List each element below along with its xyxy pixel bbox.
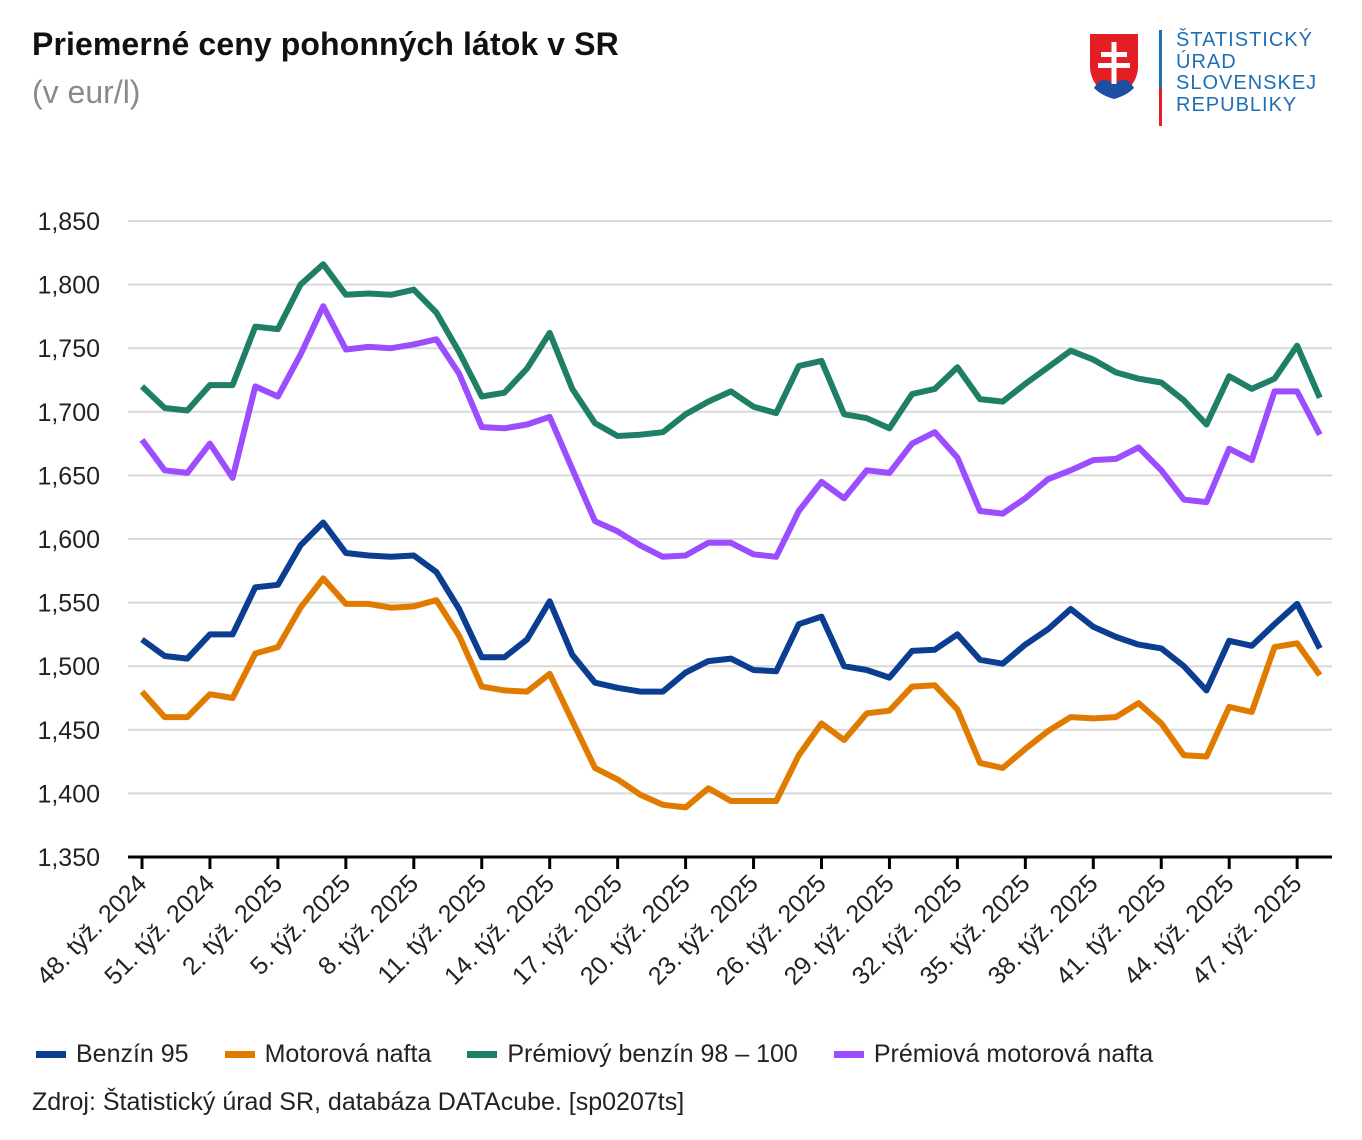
y-tick-label: 1,600	[37, 526, 100, 554]
y-tick-label: 1,350	[37, 844, 100, 872]
logo-text: ŠTATISTICKÝ ÚRAD SLOVENSKEJ REPUBLIKY	[1176, 29, 1318, 116]
statistical-office-logo: ŠTATISTICKÝ ÚRAD SLOVENSKEJ REPUBLIKY	[1086, 29, 1336, 130]
y-tick-label: 1,850	[37, 208, 100, 236]
series-line-0	[140, 519, 1323, 695]
legend-swatch	[36, 1051, 66, 1058]
line-chart: 1,350 1,400 1,450 1,500 1,550 1,600 1,650 1,700…	[31, 208, 1332, 990]
legend-label: Prémiový benzín 98 – 100	[507, 1040, 798, 1068]
y-tick-label: 1,450	[37, 717, 100, 745]
logo-line-1: ŠTATISTICKÝ	[1176, 29, 1313, 51]
legend-swatch	[467, 1051, 498, 1058]
legend-item-motorova-nafta: Motorová nafta	[224, 1040, 432, 1069]
legend-item-benzin-95: Benzín 95	[36, 1040, 189, 1069]
legend-item-premiova-nafta: Prémiová motorová nafta	[833, 1040, 1154, 1069]
logo-line-3: SLOVENSKEJ	[1176, 72, 1318, 94]
y-tick-label: 1,400	[37, 780, 100, 808]
legend-swatch	[224, 1051, 255, 1058]
y-tick-label: 1,750	[37, 335, 100, 363]
logo-line-4: REPUBLIKY	[1176, 93, 1298, 116]
legend-label: Benzín 95	[76, 1040, 189, 1068]
series-line-3	[139, 303, 1323, 560]
legend-label: Prémiová motorová nafta	[873, 1040, 1154, 1068]
series-line-1	[139, 575, 1323, 811]
coat-of-arms-icon	[1088, 32, 1140, 101]
y-tick-label: 1,550	[37, 590, 100, 618]
source-note: Zdroj: Štatistický úrad SR, databáza DAT…	[32, 1088, 685, 1116]
logo-line-2: ÚRAD	[1176, 50, 1237, 73]
chart-title: Priemerné ceny pohonných látok v SR	[32, 26, 619, 62]
legend-item-premiovy-benzin: Prémiový benzín 98 – 100	[467, 1040, 798, 1069]
y-tick-label: 1,650	[37, 462, 100, 490]
legend-swatch	[833, 1051, 864, 1058]
chart-subtitle: (v eur/l)	[32, 74, 141, 110]
y-tick-label: 1,800	[37, 272, 100, 300]
series-line-2	[139, 261, 1323, 439]
y-tick-label: 1,500	[37, 653, 100, 681]
y-tick-label: 1,700	[37, 399, 100, 427]
legend-label: Motorová nafta	[264, 1040, 432, 1068]
chart-legend: Benzín 95 Motorová nafta Prémiový benzín…	[36, 1040, 1189, 1069]
logo-divider	[1159, 30, 1162, 126]
